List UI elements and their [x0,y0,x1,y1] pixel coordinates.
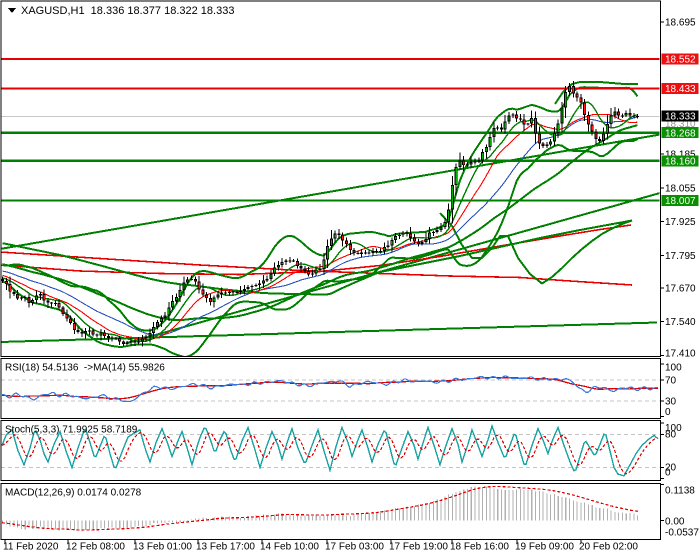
svg-text:0: 0 [665,407,671,418]
svg-text:19 Feb 09:00: 19 Feb 09:00 [515,542,574,553]
svg-text:17 Feb 03:00: 17 Feb 03:00 [325,542,384,553]
svg-text:12 Feb 08:00: 12 Feb 08:00 [66,542,125,553]
svg-text:18.333: 18.333 [665,112,696,123]
svg-text:30: 30 [665,396,677,407]
svg-text:80: 80 [665,429,677,440]
svg-text:Stoch(5,3,3) 71.9925 58.7189: Stoch(5,3,3) 71.9925 58.7189 [5,425,138,436]
svg-text:18.552: 18.552 [665,55,696,66]
svg-text:18.433: 18.433 [665,84,696,95]
svg-text:0: 0 [665,467,671,478]
svg-text:100: 100 [665,423,682,434]
svg-text:14 Feb 10:00: 14 Feb 10:00 [260,542,319,553]
svg-text:100: 100 [665,363,682,374]
svg-text:0.00: 0.00 [665,517,685,528]
svg-text:11 Feb 2020: 11 Feb 2020 [3,542,59,553]
svg-text:17.795: 17.795 [665,251,696,262]
svg-text:18 Feb 16:00: 18 Feb 16:00 [450,542,509,553]
svg-text:70: 70 [665,375,677,386]
svg-text:17 Feb 19:00: 17 Feb 19:00 [389,542,448,553]
svg-text:-0.0537: -0.0537 [665,528,699,539]
svg-text:17.670: 17.670 [665,283,696,294]
svg-text:17.410: 17.410 [665,349,696,360]
svg-text:18.160: 18.160 [665,156,696,167]
svg-text:17.540: 17.540 [665,317,696,328]
svg-text:RSI(18) 54.5136 ->MA(14) 55.9: RSI(18) 54.5136 ->MA(14) 55.9826 [5,363,165,374]
svg-text:18.185: 18.185 [665,150,696,161]
svg-text:XAGUSD,H1 18.336 18.377 18.32: XAGUSD,H1 18.336 18.377 18.322 18.333 [21,5,234,17]
svg-text:20: 20 [665,463,677,474]
svg-text:13 Feb 17:00: 13 Feb 17:00 [196,542,255,553]
svg-text:MACD(12,26,9) 0.0174 0.0278: MACD(12,26,9) 0.0174 0.0278 [5,488,142,499]
svg-text:18.268: 18.268 [665,128,696,139]
svg-text:18.007: 18.007 [665,196,696,207]
svg-text:13 Feb 01:00: 13 Feb 01:00 [133,542,192,553]
svg-text:18.695: 18.695 [665,18,696,29]
svg-text:0.1138: 0.1138 [665,486,695,497]
svg-text:20 Feb 02:00: 20 Feb 02:00 [579,542,638,553]
svg-text:18.055: 18.055 [665,184,696,195]
svg-text:18.310: 18.310 [665,119,696,130]
svg-text:17.925: 17.925 [665,217,696,228]
